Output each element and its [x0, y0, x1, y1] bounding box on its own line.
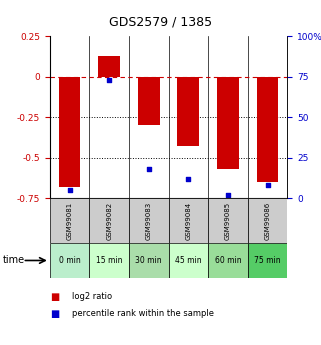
Point [67, 187, 72, 193]
Text: ■: ■ [50, 309, 59, 319]
Bar [208, 198, 248, 243]
Text: 75 min: 75 min [254, 256, 281, 265]
Point [146, 166, 151, 172]
Text: GSM99084: GSM99084 [185, 202, 191, 240]
Text: log2 ratio: log2 ratio [72, 292, 112, 301]
Text: GDS2579 / 1385: GDS2579 / 1385 [109, 16, 212, 29]
Bar [50, 243, 89, 278]
Point [107, 77, 112, 83]
Point [186, 176, 191, 182]
Point [225, 193, 230, 198]
Bar [178, 77, 199, 147]
Bar [50, 198, 89, 243]
Bar [208, 243, 248, 278]
Text: 60 min: 60 min [215, 256, 241, 265]
Bar [217, 77, 239, 169]
Text: 0 min: 0 min [59, 256, 81, 265]
Text: 45 min: 45 min [175, 256, 202, 265]
Text: GSM99085: GSM99085 [225, 202, 231, 240]
Text: 30 min: 30 min [135, 256, 162, 265]
Text: percentile rank within the sample: percentile rank within the sample [72, 309, 214, 318]
Bar [129, 198, 169, 243]
Bar [98, 56, 120, 77]
Bar [89, 198, 129, 243]
Text: GSM99083: GSM99083 [146, 202, 152, 240]
Bar [248, 198, 287, 243]
Bar [138, 77, 160, 125]
Bar [89, 243, 129, 278]
Bar [59, 77, 81, 187]
Bar [169, 198, 208, 243]
Bar [256, 77, 278, 182]
Bar [129, 243, 169, 278]
Bar [169, 243, 208, 278]
Text: GSM99086: GSM99086 [265, 202, 271, 240]
Text: GSM99081: GSM99081 [66, 202, 73, 240]
Text: time: time [3, 256, 25, 265]
Bar [248, 243, 287, 278]
Text: ■: ■ [50, 292, 59, 302]
Text: 15 min: 15 min [96, 256, 122, 265]
Point [265, 183, 270, 188]
Text: GSM99082: GSM99082 [106, 202, 112, 240]
